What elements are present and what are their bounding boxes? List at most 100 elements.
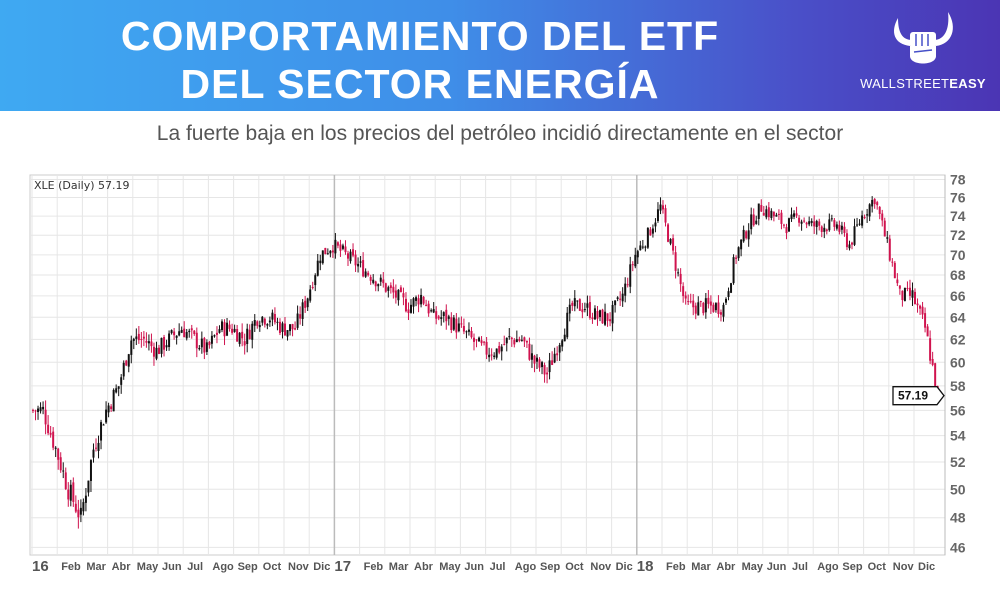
candle-body [160, 337, 163, 354]
month-label: May [137, 561, 159, 573]
candle-body [440, 317, 443, 319]
candle-body [677, 272, 680, 274]
candle-body [775, 214, 778, 217]
candle-body [908, 287, 911, 296]
candle-body [309, 289, 312, 301]
candle-body [505, 337, 508, 344]
candles [32, 196, 939, 529]
candle-body [520, 339, 523, 341]
candle-body [659, 204, 662, 211]
candle-body [281, 323, 284, 332]
candle-body [142, 336, 145, 339]
candle-body [571, 302, 574, 306]
candle-body [503, 343, 506, 345]
candle-body [37, 408, 40, 413]
candle-body [374, 281, 377, 287]
candle-body [286, 330, 289, 337]
candle-body [782, 224, 785, 226]
candle-body [825, 229, 828, 232]
last-price-label: 57.19 [898, 389, 928, 403]
candle-body [583, 309, 586, 311]
candle-body [241, 331, 244, 339]
candle-body [843, 226, 846, 233]
candle-body [924, 313, 927, 328]
candle-body [578, 299, 581, 311]
candle-body [77, 509, 80, 518]
candle-body [790, 214, 793, 220]
candle-body [808, 221, 811, 225]
page-title: COMPORTAMIENTO DEL ETF DEL SECTOR ENERGÍ… [0, 12, 840, 108]
candle-body [830, 218, 833, 220]
candle-body [89, 460, 92, 482]
candle-body [742, 229, 745, 242]
month-label: Oct [868, 561, 887, 573]
candle-body [442, 312, 445, 317]
candle-body [704, 298, 707, 313]
candle-body [727, 291, 730, 297]
candle-body [127, 354, 130, 367]
candle-body [460, 323, 463, 325]
candle-body [619, 298, 622, 300]
candle-body [445, 309, 448, 322]
candle-body [490, 354, 493, 356]
candle-body [251, 323, 254, 340]
candle-body [389, 285, 392, 289]
candle-body [399, 287, 402, 293]
candle-body [278, 321, 281, 334]
candle-body [528, 343, 531, 360]
month-label: Jul [490, 561, 506, 573]
candle-body [692, 300, 695, 308]
candle-body [379, 277, 382, 282]
candle-body [835, 224, 838, 229]
candle-body [296, 313, 299, 328]
candle-body [886, 237, 889, 239]
candle-body [629, 264, 632, 287]
month-label: Feb [364, 561, 384, 573]
candle-body [266, 324, 269, 326]
month-label: Jun [767, 561, 787, 573]
candle-body [304, 300, 307, 308]
candle-body [195, 332, 198, 349]
candle-body [523, 337, 526, 342]
candle-body [616, 297, 619, 300]
candle-body [513, 339, 516, 345]
candle-body [301, 302, 304, 320]
candle-body [299, 314, 302, 319]
candle-body [735, 257, 738, 259]
candle-body [243, 341, 246, 346]
candle-body [536, 357, 538, 362]
month-label: May [439, 561, 461, 573]
candle-body [717, 302, 720, 314]
candle-body [485, 341, 488, 355]
candle-body [609, 319, 612, 322]
candle-body [730, 283, 733, 293]
month-label: Nov [893, 561, 915, 573]
candle-body [525, 340, 528, 343]
candle-body [470, 330, 473, 338]
candle-body [732, 257, 735, 284]
candle-body [856, 224, 859, 226]
candle-body [69, 484, 72, 501]
candle-body [210, 335, 213, 344]
candle-body [344, 246, 347, 253]
candle-body [221, 321, 223, 331]
candle-body [709, 301, 712, 306]
month-label: Nov [590, 561, 612, 573]
candle-body [236, 329, 239, 342]
candle-body [152, 346, 155, 357]
candle-body [777, 213, 780, 215]
candle-body [906, 288, 909, 290]
title-line-1: COMPORTAMIENTO DEL ETF [120, 13, 720, 59]
candle-body [185, 332, 188, 339]
last-price-box [892, 386, 945, 406]
candle-body [896, 279, 899, 284]
candle-body [614, 300, 617, 306]
candle-body [306, 298, 309, 308]
candle-body [810, 220, 813, 223]
candle-body [714, 303, 717, 311]
candle-body [163, 337, 166, 350]
candle-body [430, 310, 433, 312]
candle-body [145, 340, 148, 343]
y-tick-label: 54 [950, 428, 966, 444]
candle-body [644, 246, 647, 248]
